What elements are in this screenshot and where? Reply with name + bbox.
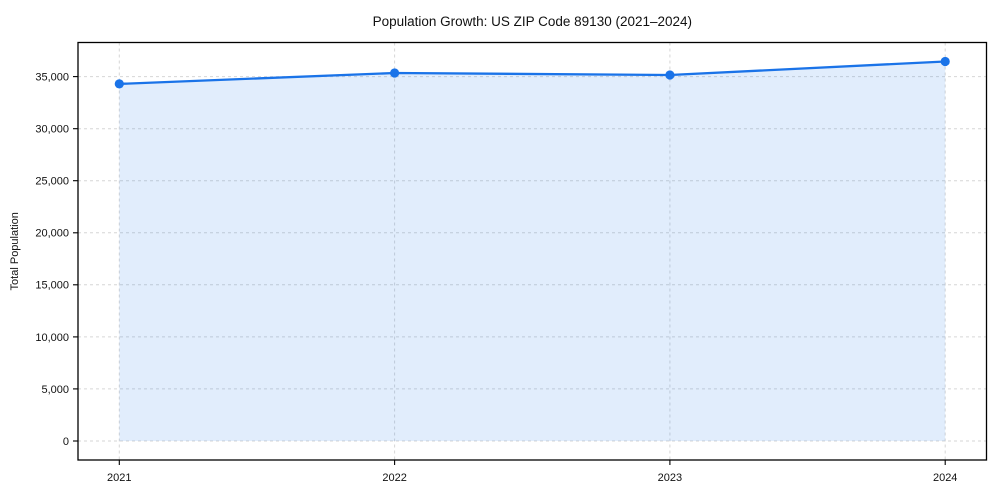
axis-tick-marks <box>73 76 946 465</box>
data-point <box>114 79 124 89</box>
x-tick-label: 2024 <box>933 472 957 484</box>
y-axis-label: Total Population <box>9 212 21 290</box>
y-tick-label: 0 <box>63 436 69 448</box>
population-line <box>118 60 947 86</box>
y-tick-label: 35,000 <box>35 72 69 84</box>
x-tick-label: 2021 <box>107 472 131 484</box>
data-point <box>940 56 950 67</box>
y-tick-label: 10,000 <box>35 332 69 344</box>
data-point <box>665 70 675 80</box>
y-tick-label: 15,000 <box>35 280 69 292</box>
plot-border <box>77 41 988 461</box>
data-point <box>390 68 400 78</box>
y-tick-label: 20,000 <box>35 228 69 240</box>
data-point-markers <box>114 56 950 89</box>
axis-tick-labels: 0 5,000 10,000 15,000 20,000 25,000 30,000 35,0… <box>35 72 957 485</box>
area-fill <box>119 61 946 441</box>
gridlines <box>78 42 987 460</box>
x-tick-label: 2023 <box>658 472 682 484</box>
y-tick-label: 5,000 <box>41 384 69 396</box>
chart-title: Population Growth: US ZIP Code 89130 (20… <box>373 14 692 29</box>
y-tick-label: 25,000 <box>35 176 69 188</box>
y-tick-label: 30,000 <box>35 124 69 136</box>
x-tick-label: 2022 <box>382 472 406 484</box>
